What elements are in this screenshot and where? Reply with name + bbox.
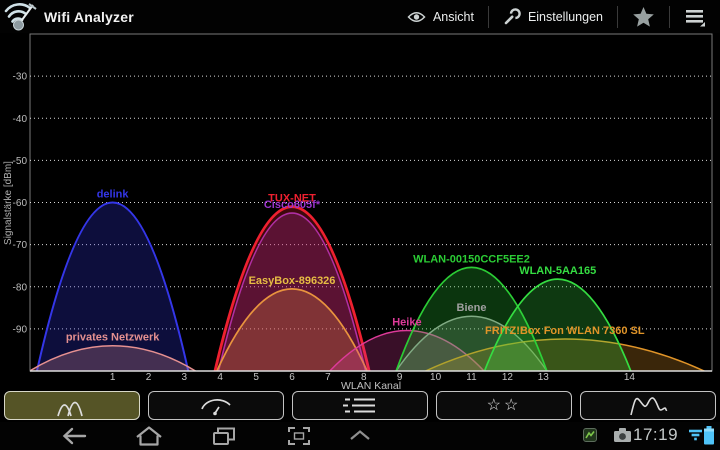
battery-icon <box>704 426 714 445</box>
menu-item-label: Einstellungen <box>527 9 603 24</box>
eye-icon <box>407 10 426 24</box>
ap-list-icon: ☆☆ <box>486 396 522 414</box>
network-label: WLAN-5AA165 <box>519 265 596 277</box>
tab-signal-meter[interactable] <box>148 391 284 420</box>
tab-channel-graph[interactable] <box>4 391 140 420</box>
y-tick-label: -60 <box>13 198 28 209</box>
x-tick-label-4: 4 <box>217 372 223 383</box>
star-icon <box>632 6 655 28</box>
y-tick-label: -90 <box>13 324 28 335</box>
network-curve-privates Netzwerk <box>30 345 197 371</box>
y-tick-label: -50 <box>13 156 28 167</box>
network-curve-WLAN-00150CCF5EE2 <box>395 266 548 371</box>
network-label: FRITZ!Box Fon WLAN 7360 SL <box>485 325 645 337</box>
action-bar: Wifi Analyzer Ansicht Einstellungen <box>0 0 720 33</box>
tab-time-graph[interactable] <box>580 391 716 420</box>
recent-apps-button[interactable] <box>207 425 241 447</box>
y-tick-label: -70 <box>13 240 28 251</box>
tab-channel-rating[interactable] <box>292 391 428 420</box>
y-axis-title: Signalstärke [dBm] <box>3 161 14 245</box>
network-label: delink <box>97 189 130 201</box>
menu-item-einstellungen[interactable]: Einstellungen <box>489 0 617 33</box>
menu-item-ansicht[interactable]: Ansicht <box>393 0 488 33</box>
menu-separator <box>669 5 670 28</box>
network-label: Biene <box>457 302 487 314</box>
x-tick-label-3: 3 <box>182 372 188 383</box>
menu-item-overflow[interactable] <box>670 0 720 33</box>
camera-notification-icon[interactable] <box>613 427 632 443</box>
x-tick-label-1: 1 <box>110 372 116 383</box>
network-label: Heike <box>392 317 421 329</box>
menu-item-label: Ansicht <box>432 9 474 24</box>
x-tick-label-5: 5 <box>253 372 259 383</box>
y-tick-label: -80 <box>13 282 28 293</box>
x-tick-label-6: 6 <box>289 372 295 383</box>
home-button[interactable] <box>132 425 166 447</box>
wifi-status-icon <box>689 429 702 441</box>
app-notification-icon[interactable] <box>583 428 597 442</box>
view-tab-bar: ☆☆ <box>0 390 720 421</box>
x-tick-label-11: 11 <box>466 372 477 383</box>
network-label: EasyBox-896326 <box>249 275 336 287</box>
network-label: Cisco605f* <box>264 199 321 211</box>
menu-separator <box>617 5 618 28</box>
channel-rating-icon <box>333 394 387 418</box>
x-tick-label-12: 12 <box>502 372 514 383</box>
overflow-menu-icon <box>684 7 706 27</box>
channel-graph-chart: -30 -40 -50 -60 -70 -80 -90 delink privates Netz… <box>3 33 713 390</box>
network-curves <box>30 201 706 371</box>
notification-bar-handle-icon[interactable] <box>347 429 373 441</box>
menu-separator <box>487 5 489 28</box>
network-label: TUX-NET <box>268 193 316 205</box>
x-tick-label-7: 7 <box>325 372 331 383</box>
network-label: WLAN-00150CCF5EE2 <box>413 253 530 265</box>
network-label: privates Netzwerk <box>66 332 160 344</box>
signal-meter-icon <box>189 394 243 418</box>
app-title: Wifi Analyzer <box>44 8 134 25</box>
x-tick-label-14: 14 <box>624 372 636 383</box>
y-tick-label: -40 <box>13 114 28 125</box>
clock[interactable]: 17:19 <box>633 425 679 444</box>
x-tick-label-2: 2 <box>146 372 152 383</box>
menu-item-favorite[interactable] <box>618 0 669 33</box>
time-graph-icon <box>621 394 675 418</box>
network-curve-WLAN-5AA165 <box>483 278 632 371</box>
wrench-icon <box>503 7 521 26</box>
x-tick-label-8: 8 <box>361 372 367 383</box>
network-curve-Biene <box>395 315 548 371</box>
x-axis-title: WLAN Kanal <box>341 380 401 390</box>
x-tick-label-10: 10 <box>430 372 442 383</box>
tab-ap-list[interactable]: ☆☆ <box>436 391 572 420</box>
network-curve-EasyBox-896326 <box>215 288 369 371</box>
system-bar: 17:19 <box>0 422 720 450</box>
wifi-analyzer-app-icon <box>4 3 37 31</box>
network-curve-TUX-NET <box>213 205 371 371</box>
network-curve-Cisco605f* <box>217 212 367 371</box>
x-tick-label-9: 9 <box>397 372 403 383</box>
action-menu: Ansicht Einstellungen <box>393 0 720 33</box>
back-button[interactable] <box>57 425 91 447</box>
y-tick-label: -30 <box>13 72 28 83</box>
network-curve-delink <box>35 201 190 371</box>
channel-graph-icon <box>45 394 99 418</box>
screenshot-button[interactable] <box>282 425 316 447</box>
x-tick-label-13: 13 <box>538 372 550 383</box>
